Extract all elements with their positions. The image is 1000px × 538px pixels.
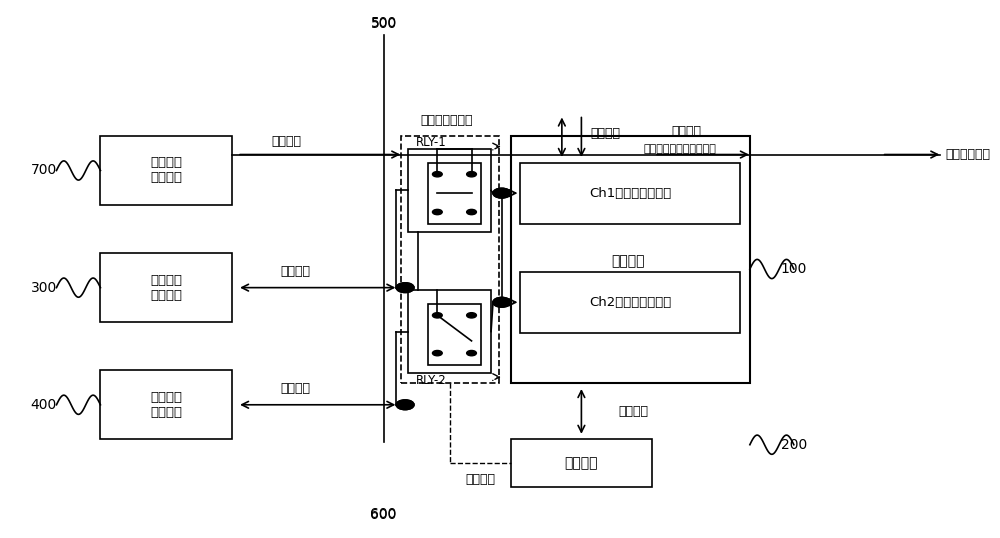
Text: 实车电子
控制单元: 实车电子 控制单元	[150, 157, 182, 185]
Text: 双向通信: 双向通信	[281, 265, 311, 278]
FancyBboxPatch shape	[520, 272, 740, 333]
Circle shape	[396, 400, 414, 409]
Text: 单向通信: 单向通信	[671, 125, 701, 138]
Text: 双向通信: 双向通信	[281, 383, 311, 395]
FancyBboxPatch shape	[511, 440, 652, 487]
Text: 实车通信网络: 实车通信网络	[945, 148, 990, 161]
Text: 双向通信: 双向通信	[619, 405, 649, 418]
Text: 第一电子
控制单元: 第一电子 控制单元	[150, 274, 182, 302]
Circle shape	[396, 283, 414, 293]
Text: RLY-2: RLY-2	[416, 374, 447, 387]
Circle shape	[467, 209, 476, 215]
Circle shape	[467, 313, 476, 318]
Text: 600: 600	[370, 508, 397, 522]
Text: 400: 400	[31, 398, 57, 412]
Text: 200: 200	[781, 438, 807, 452]
Text: 测试装置: 测试装置	[611, 254, 645, 268]
Text: 500: 500	[371, 16, 397, 30]
FancyBboxPatch shape	[100, 136, 232, 205]
Text: 单向通信: 单向通信	[465, 473, 495, 486]
Text: Ch2：故障诊断模块: Ch2：故障诊断模块	[589, 296, 671, 309]
FancyBboxPatch shape	[520, 162, 740, 224]
Text: 500: 500	[371, 17, 397, 31]
FancyBboxPatch shape	[511, 136, 750, 384]
FancyBboxPatch shape	[428, 162, 481, 224]
Text: 诊断通信: 诊断通信	[591, 127, 621, 140]
Text: Ch1：故障注入模块: Ch1：故障注入模块	[589, 187, 671, 200]
Circle shape	[493, 188, 511, 198]
FancyBboxPatch shape	[428, 303, 481, 365]
Text: 600: 600	[370, 507, 397, 521]
Text: （正向通信，反向隔离）: （正向通信，反向隔离）	[643, 144, 716, 154]
Circle shape	[432, 172, 442, 177]
Text: 100: 100	[781, 262, 807, 276]
Circle shape	[467, 350, 476, 356]
Circle shape	[493, 298, 511, 307]
Text: RLY-1: RLY-1	[416, 136, 447, 150]
Text: 双向通信: 双向通信	[271, 134, 301, 148]
Text: 第二电子
控制单元: 第二电子 控制单元	[150, 391, 182, 419]
Text: 700: 700	[31, 164, 57, 178]
Circle shape	[432, 313, 442, 318]
Text: 电子设备: 电子设备	[565, 456, 598, 470]
Circle shape	[432, 209, 442, 215]
FancyBboxPatch shape	[100, 253, 232, 322]
FancyBboxPatch shape	[408, 149, 491, 232]
Text: 300: 300	[31, 281, 57, 295]
Circle shape	[432, 350, 442, 356]
Circle shape	[467, 172, 476, 177]
FancyBboxPatch shape	[100, 370, 232, 440]
Text: 通信通道选择器: 通信通道选择器	[421, 115, 473, 128]
FancyBboxPatch shape	[408, 291, 491, 373]
